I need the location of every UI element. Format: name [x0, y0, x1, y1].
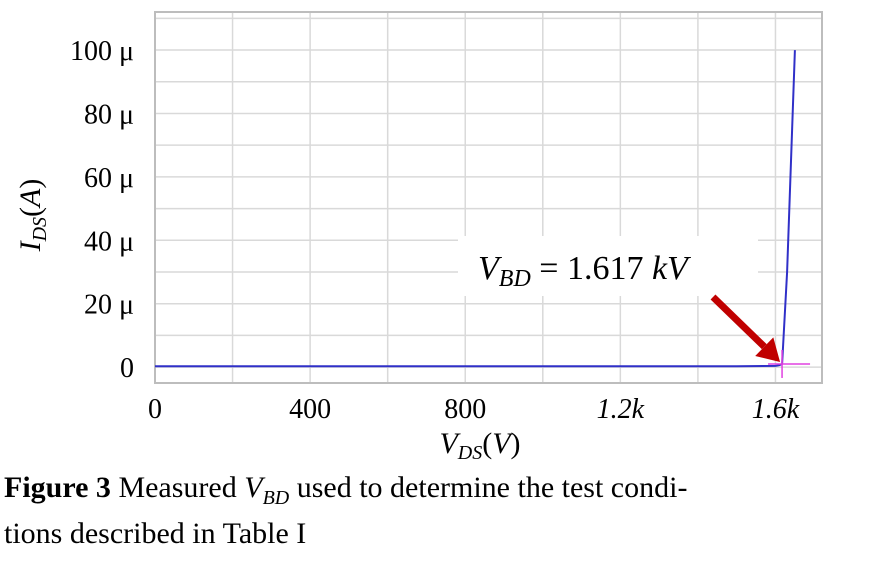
x-axis-label: VDS(V) [439, 427, 520, 464]
arrow-head [755, 337, 781, 362]
y-tick-label: 60 μ [84, 163, 134, 194]
arrow-shaft [710, 294, 767, 350]
x-tick-label: 400 [289, 394, 331, 425]
annotation-box [458, 236, 758, 296]
y-tick-label: 0 [120, 353, 134, 384]
caption-var: VBD [244, 471, 290, 509]
grid [154, 12, 822, 383]
annotation-arrow [710, 294, 781, 362]
y-tick-label: 40 μ [84, 226, 134, 257]
ivbd-chart: 0 20 μ 40 μ 60 μ 80 μ 100 μ 0 400 800 1.2k 1.6k ID… [14, 11, 823, 464]
series-line [155, 50, 796, 368]
figure-number: Figure 3 [4, 471, 111, 504]
annotation-text: VBD = 1.617 kV [478, 250, 692, 292]
tick-labels: 0 20 μ 40 μ 60 μ 80 μ 100 μ 0 400 800 1.2k 1.6k [70, 36, 800, 425]
caption-line2: tions described in Table I [4, 517, 307, 550]
x-tick-label: 1.2k [597, 394, 645, 425]
caption-text-after: used to determine the test condi- [289, 471, 688, 504]
x-tick-label: 1.6k [752, 394, 800, 425]
y-tick-label: 20 μ [84, 290, 134, 321]
y-tick-label: 80 μ [84, 99, 134, 130]
caption-text-before: Measured [110, 471, 245, 504]
series-layer [155, 50, 811, 378]
x-tick-label: 0 [148, 394, 162, 425]
figure-caption: Figure 3 Measured VBD used to determine … [4, 470, 874, 552]
breakdown-marker [768, 349, 811, 378]
y-tick-label: 100 μ [70, 36, 134, 67]
x-tick-label: 800 [444, 394, 486, 425]
y-axis-label: IDS(A) [14, 179, 51, 253]
plot-frame [154, 11, 823, 384]
